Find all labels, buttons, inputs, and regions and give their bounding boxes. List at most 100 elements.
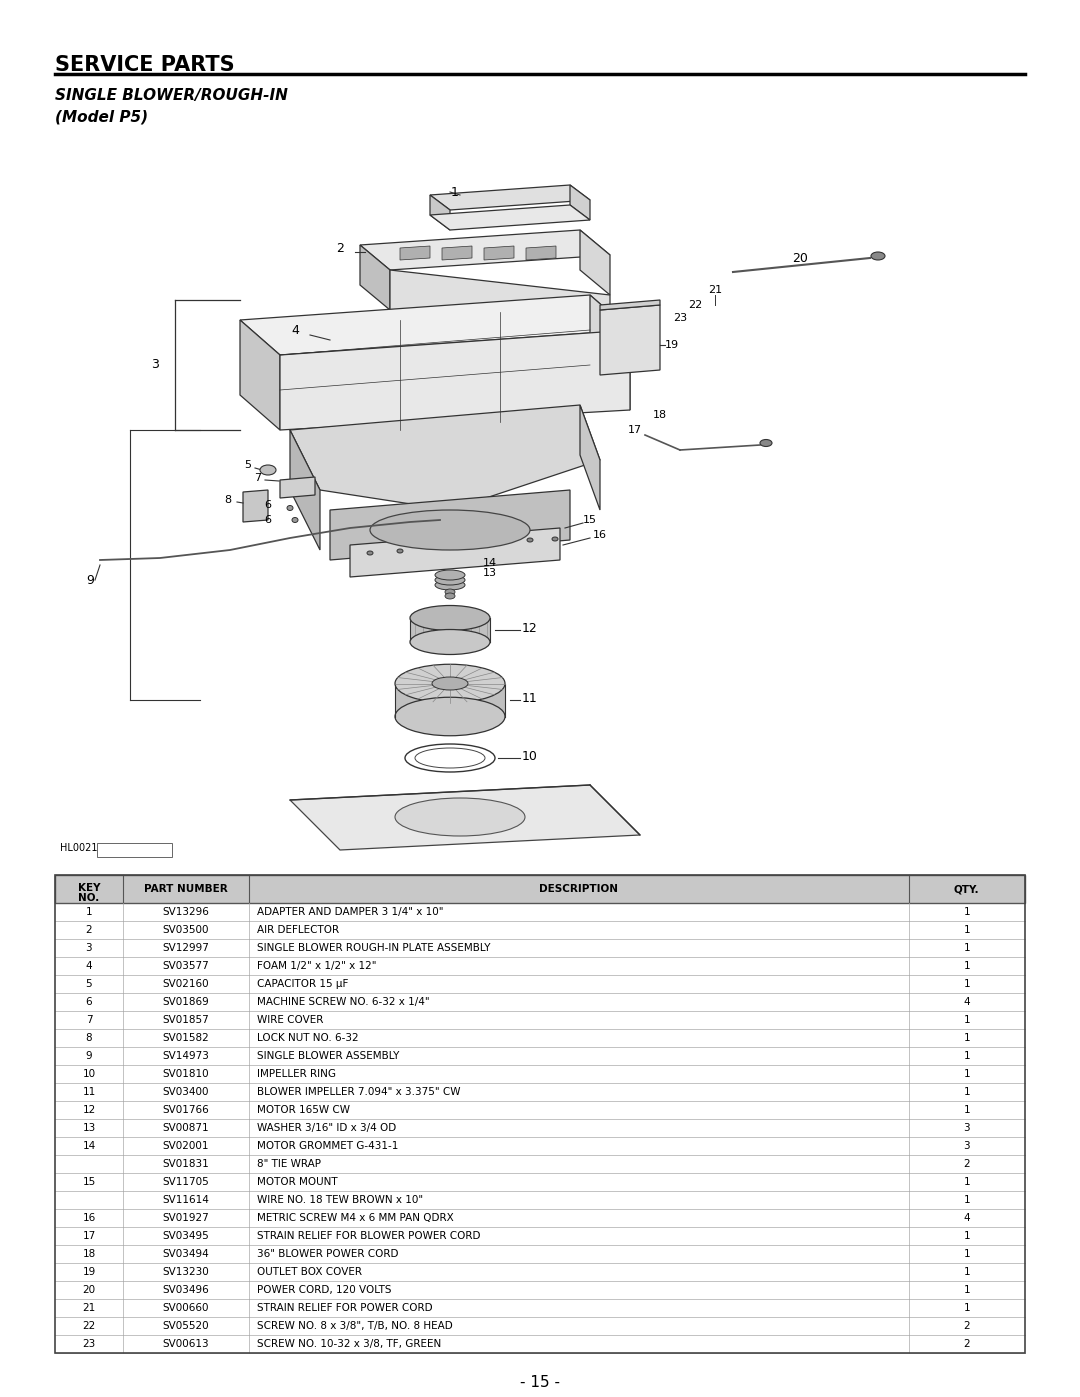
Text: 19: 19 (82, 1267, 95, 1277)
Text: SV03577: SV03577 (163, 961, 210, 971)
Text: SV02001: SV02001 (163, 1141, 210, 1151)
Text: 1: 1 (85, 907, 92, 916)
Ellipse shape (405, 745, 495, 773)
Polygon shape (526, 246, 556, 260)
Ellipse shape (435, 570, 465, 580)
Bar (55, 1065, 1025, 1083)
Text: 8: 8 (225, 495, 231, 504)
Text: SCREW NO. 10-32 x 3/8, TF, GREEN: SCREW NO. 10-32 x 3/8, TF, GREEN (257, 1338, 442, 1350)
Text: 1: 1 (963, 1051, 970, 1060)
Text: SERVICE PARTS: SERVICE PARTS (55, 54, 234, 75)
Text: 2: 2 (963, 1160, 970, 1169)
Text: SV05520: SV05520 (163, 1322, 210, 1331)
Text: 1: 1 (963, 1016, 970, 1025)
Text: 1: 1 (963, 925, 970, 935)
Ellipse shape (367, 550, 373, 555)
Ellipse shape (370, 510, 530, 550)
Text: 21: 21 (707, 285, 723, 295)
Text: 11: 11 (522, 692, 538, 704)
Text: SV00660: SV00660 (163, 1303, 210, 1313)
Text: 20: 20 (792, 251, 808, 264)
Text: 1: 1 (963, 1178, 970, 1187)
Text: 19: 19 (665, 339, 679, 351)
Text: 3: 3 (85, 943, 92, 953)
Text: 1: 1 (963, 961, 970, 971)
Text: 1: 1 (963, 1105, 970, 1115)
Text: 11: 11 (82, 1087, 95, 1097)
Text: 4: 4 (963, 1213, 970, 1222)
Text: SV00613: SV00613 (163, 1338, 210, 1350)
Text: 10: 10 (82, 1069, 95, 1078)
Text: SV03494: SV03494 (163, 1249, 210, 1259)
Text: 16: 16 (82, 1213, 95, 1222)
Ellipse shape (410, 630, 490, 655)
Ellipse shape (760, 440, 772, 447)
Text: 23: 23 (82, 1338, 95, 1350)
Bar (55, 1192, 1025, 1208)
Text: 17: 17 (627, 425, 643, 434)
Text: BLOWER IMPELLER 7.094" x 3.375" CW: BLOWER IMPELLER 7.094" x 3.375" CW (257, 1087, 460, 1097)
Bar (55, 875, 1025, 902)
Text: 6: 6 (265, 515, 271, 525)
Text: 9: 9 (86, 574, 94, 587)
Text: 3: 3 (151, 359, 159, 372)
Polygon shape (280, 330, 630, 430)
Ellipse shape (410, 605, 490, 630)
Text: 1: 1 (963, 1303, 970, 1313)
Bar (55, 1030, 1025, 1046)
Text: SV01810: SV01810 (163, 1069, 210, 1078)
Ellipse shape (260, 465, 276, 475)
Text: 18: 18 (82, 1249, 95, 1259)
Text: SV13230: SV13230 (163, 1267, 210, 1277)
Text: 13: 13 (483, 569, 497, 578)
Bar (55, 975, 1025, 993)
Text: 2: 2 (963, 1322, 970, 1331)
Polygon shape (400, 246, 430, 260)
Polygon shape (580, 405, 600, 510)
Text: 3: 3 (963, 1141, 970, 1151)
Text: 4: 4 (963, 997, 970, 1007)
Ellipse shape (395, 664, 505, 703)
Text: (Model P5): (Model P5) (55, 110, 148, 124)
Polygon shape (291, 430, 320, 550)
Text: 22: 22 (82, 1322, 95, 1331)
Text: SV03500: SV03500 (163, 925, 210, 935)
Text: MOTOR 165W CW: MOTOR 165W CW (257, 1105, 350, 1115)
Polygon shape (390, 270, 610, 310)
Ellipse shape (415, 747, 485, 768)
Polygon shape (590, 295, 630, 409)
Text: SCREW NO. 8 x 3/8", T/B, NO. 8 HEAD: SCREW NO. 8 x 3/8", T/B, NO. 8 HEAD (257, 1322, 453, 1331)
Ellipse shape (395, 697, 505, 736)
Text: KEY: KEY (78, 883, 100, 893)
Text: SV00871: SV00871 (163, 1123, 210, 1133)
Text: 4: 4 (292, 324, 299, 337)
Text: WIRE COVER: WIRE COVER (257, 1016, 323, 1025)
Text: 1: 1 (963, 907, 970, 916)
Bar (55, 1208, 1025, 1227)
Text: 6: 6 (265, 500, 271, 510)
Text: 1: 1 (963, 1087, 970, 1097)
Text: 15: 15 (583, 515, 597, 525)
Text: MOTOR GROMMET G-431-1: MOTOR GROMMET G-431-1 (257, 1141, 399, 1151)
Text: POWER CORD, 120 VOLTS: POWER CORD, 120 VOLTS (257, 1285, 391, 1295)
Ellipse shape (445, 590, 455, 595)
Text: 2: 2 (963, 1338, 970, 1350)
Polygon shape (240, 320, 280, 430)
Text: PART NUMBER: PART NUMBER (144, 884, 228, 894)
Polygon shape (570, 184, 590, 219)
Text: - 15 -: - 15 - (519, 1375, 561, 1390)
Text: SV01831: SV01831 (163, 1160, 210, 1169)
Bar (55, 1155, 1025, 1173)
Text: 5: 5 (85, 979, 92, 989)
Text: 17: 17 (82, 1231, 95, 1241)
Ellipse shape (435, 576, 465, 585)
Bar (55, 902, 1025, 921)
Text: QTY.: QTY. (954, 884, 980, 894)
Text: 14: 14 (483, 557, 497, 569)
Text: MACHINE SCREW NO. 6-32 x 1/4": MACHINE SCREW NO. 6-32 x 1/4" (257, 997, 430, 1007)
Text: FOAM 1/2" x 1/2" x 12": FOAM 1/2" x 1/2" x 12" (257, 961, 377, 971)
Bar (55, 875, 1025, 1354)
Bar (55, 1173, 1025, 1192)
Text: 14: 14 (82, 1141, 95, 1151)
Bar (55, 1137, 1025, 1155)
